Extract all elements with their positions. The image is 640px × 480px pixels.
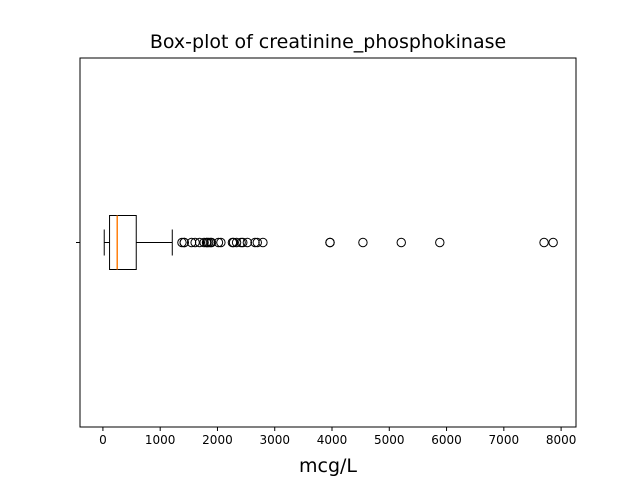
x-tick-label: 5000 — [374, 433, 405, 447]
x-axis-label: mcg/L — [299, 455, 357, 477]
outlier-point — [206, 237, 217, 248]
outlier-point — [250, 237, 260, 248]
x-tick-label: 8000 — [546, 433, 577, 447]
outlier-point — [539, 237, 549, 248]
outlier-point — [190, 237, 200, 248]
outlier-point — [179, 237, 189, 248]
outlier-point — [548, 237, 558, 248]
outlier-point — [242, 237, 253, 248]
outlier-point — [194, 237, 205, 248]
outlier-point — [216, 237, 226, 248]
x-tick-label: 0 — [99, 433, 107, 447]
x-tick-label: 3000 — [259, 433, 290, 447]
outlier-point — [231, 237, 242, 248]
box-iqr — [109, 215, 137, 270]
outlier-point — [435, 237, 445, 248]
x-tick-label: 6000 — [431, 433, 462, 447]
outlier-point — [213, 237, 224, 248]
outlier-point — [325, 237, 335, 248]
outlier-point — [199, 237, 209, 248]
plot-area: 0 1000 2000 3000 4000 5000 6000 7000 8000 — [76, 57, 577, 447]
x-tick-label: 1000 — [145, 433, 176, 447]
outlier-point — [252, 237, 262, 248]
outlier-point — [177, 237, 187, 248]
x-tick-label: 7000 — [489, 433, 520, 447]
chart-title: Box-plot of creatinine_phosphokinase — [150, 31, 506, 53]
outlier-point — [238, 237, 248, 248]
outlier-point — [258, 237, 268, 248]
x-tick-label: 4000 — [317, 433, 348, 447]
outlier-point — [358, 237, 368, 248]
outlier-point — [228, 237, 239, 248]
outlier-point — [396, 237, 406, 248]
x-tick-label: 2000 — [202, 433, 233, 447]
